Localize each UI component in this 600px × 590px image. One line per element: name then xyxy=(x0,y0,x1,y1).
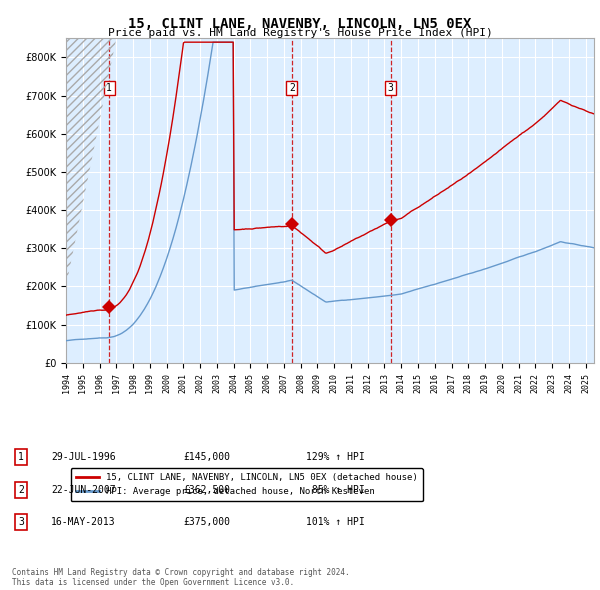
Text: 85% ↑ HPI: 85% ↑ HPI xyxy=(306,485,365,494)
Text: 29-JUL-1996: 29-JUL-1996 xyxy=(51,453,116,462)
Text: 101% ↑ HPI: 101% ↑ HPI xyxy=(306,517,365,527)
Text: 3: 3 xyxy=(388,83,394,93)
Text: Contains HM Land Registry data © Crown copyright and database right 2024.
This d: Contains HM Land Registry data © Crown c… xyxy=(12,568,350,587)
Text: 3: 3 xyxy=(18,517,24,527)
Text: Price paid vs. HM Land Registry's House Price Index (HPI): Price paid vs. HM Land Registry's House … xyxy=(107,28,493,38)
Text: 16-MAY-2013: 16-MAY-2013 xyxy=(51,517,116,527)
Text: £145,000: £145,000 xyxy=(183,453,230,462)
Text: 15, CLINT LANE, NAVENBY, LINCOLN, LN5 0EX: 15, CLINT LANE, NAVENBY, LINCOLN, LN5 0E… xyxy=(128,17,472,31)
Text: £375,000: £375,000 xyxy=(183,517,230,527)
Text: £362,500: £362,500 xyxy=(183,485,230,494)
Text: 22-JUN-2007: 22-JUN-2007 xyxy=(51,485,116,494)
Legend: 15, CLINT LANE, NAVENBY, LINCOLN, LN5 0EX (detached house), HPI: Average price, : 15, CLINT LANE, NAVENBY, LINCOLN, LN5 0E… xyxy=(71,468,423,502)
Text: 1: 1 xyxy=(106,83,112,93)
Text: 2: 2 xyxy=(289,83,295,93)
Text: 129% ↑ HPI: 129% ↑ HPI xyxy=(306,453,365,462)
Text: 1: 1 xyxy=(18,453,24,462)
Text: 2: 2 xyxy=(18,485,24,494)
